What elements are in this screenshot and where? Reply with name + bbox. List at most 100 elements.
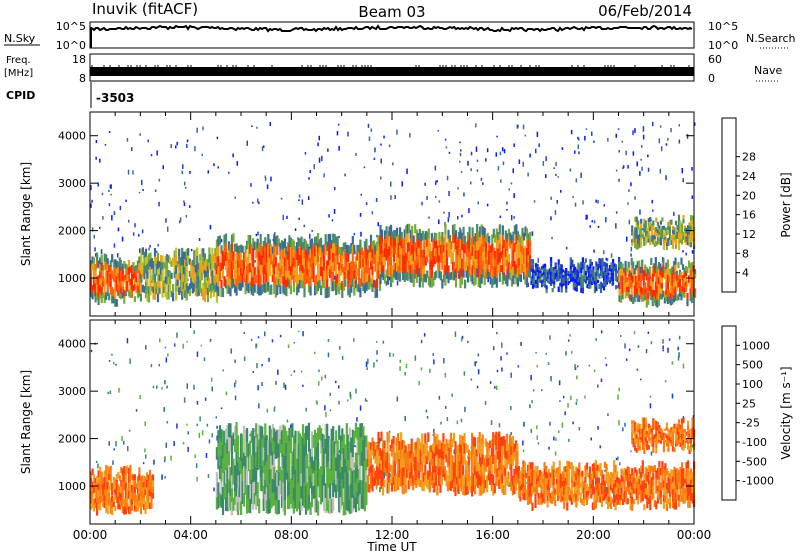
band-cell	[114, 478, 117, 484]
band-cell	[526, 478, 530, 485]
band-cell	[455, 484, 459, 493]
band-cell	[133, 499, 136, 506]
band-cell	[262, 240, 265, 250]
band-cell	[658, 241, 661, 245]
band-cell	[480, 486, 483, 496]
band-cell	[669, 299, 672, 306]
scatter-point	[341, 356, 344, 360]
band-cell	[627, 292, 630, 299]
band-cell	[438, 239, 441, 248]
band-cell	[223, 430, 226, 445]
band-cell	[111, 502, 114, 509]
band-cell	[234, 284, 237, 293]
band-cell	[668, 229, 671, 234]
band-cell	[390, 245, 393, 256]
band-cell	[90, 484, 93, 491]
band-cell	[246, 485, 249, 500]
band-cell	[120, 486, 123, 494]
band-cell	[516, 268, 519, 278]
band-cell	[416, 445, 419, 454]
band-cell	[653, 270, 656, 277]
scatter-point	[628, 348, 631, 352]
scatter-point	[209, 224, 212, 230]
scatter-point	[99, 158, 101, 163]
band-cell	[184, 282, 187, 291]
band-cell	[226, 260, 229, 270]
band-cell	[99, 257, 102, 265]
scatter-point	[149, 244, 151, 248]
scatter-point	[476, 385, 479, 389]
band-cell	[473, 236, 476, 245]
band-cell	[460, 463, 463, 473]
band-cell	[440, 476, 443, 486]
band-cell	[461, 241, 464, 250]
band-cell	[339, 247, 342, 255]
band-cell	[307, 422, 311, 438]
band-cell	[397, 265, 400, 274]
band-cell	[224, 470, 228, 484]
band-cell	[273, 244, 276, 255]
band-cell	[383, 463, 386, 472]
band-cell	[612, 267, 615, 273]
band-cell	[121, 490, 124, 499]
band-cell	[433, 272, 436, 280]
band-cell	[478, 453, 481, 464]
band-cell	[91, 494, 94, 502]
scatter-point	[179, 217, 182, 222]
band-cell	[402, 271, 405, 280]
scatter-point	[682, 250, 684, 253]
scatter-point	[576, 375, 578, 380]
band-cell	[389, 478, 392, 486]
scatter-point	[150, 154, 153, 157]
band-cell	[342, 274, 345, 283]
band-cell	[684, 271, 688, 277]
band-cell	[345, 452, 348, 467]
band-cell	[691, 224, 694, 229]
band-cell	[227, 267, 231, 277]
band-cell	[264, 494, 267, 509]
band-cell	[298, 271, 302, 280]
band-cell	[253, 275, 256, 285]
band-cell	[587, 285, 590, 289]
band-cell	[542, 478, 545, 484]
scatter-point	[338, 400, 340, 405]
band-cell	[277, 270, 280, 279]
band-cell	[112, 288, 115, 297]
colorbar-tick-label: 4	[742, 267, 749, 280]
band-cell	[405, 234, 408, 244]
band-cell	[147, 474, 150, 482]
band-cell	[570, 497, 573, 505]
band-cell	[185, 274, 188, 284]
band-cell	[595, 266, 598, 272]
band-cell	[420, 265, 423, 274]
band-cell	[347, 270, 350, 279]
band-cell	[640, 223, 643, 229]
band-cell	[519, 274, 522, 283]
band-cell	[566, 460, 569, 469]
band-cell	[91, 488, 94, 495]
band-cell	[451, 471, 454, 480]
band-cell	[531, 486, 534, 495]
band-cell	[314, 471, 317, 485]
scatter-point	[273, 407, 276, 412]
band-cell	[620, 289, 623, 296]
scatter-point	[367, 123, 370, 128]
band-cell	[240, 433, 243, 447]
band-cell	[445, 250, 449, 258]
band-cell	[515, 244, 518, 255]
band-cell	[378, 470, 382, 479]
band-cell	[455, 445, 459, 454]
band-cell	[471, 236, 474, 247]
band-cell	[246, 428, 249, 443]
band-cell	[335, 484, 338, 499]
band-cell	[390, 266, 393, 277]
band-cell	[385, 226, 388, 235]
band-cell	[564, 489, 567, 496]
band-cell	[124, 279, 127, 286]
scatter-point	[121, 436, 123, 442]
band-cell	[633, 268, 636, 274]
band-cell	[444, 254, 447, 266]
band-cell	[647, 222, 650, 227]
scatter-point	[537, 257, 539, 263]
band-cell	[646, 239, 649, 243]
